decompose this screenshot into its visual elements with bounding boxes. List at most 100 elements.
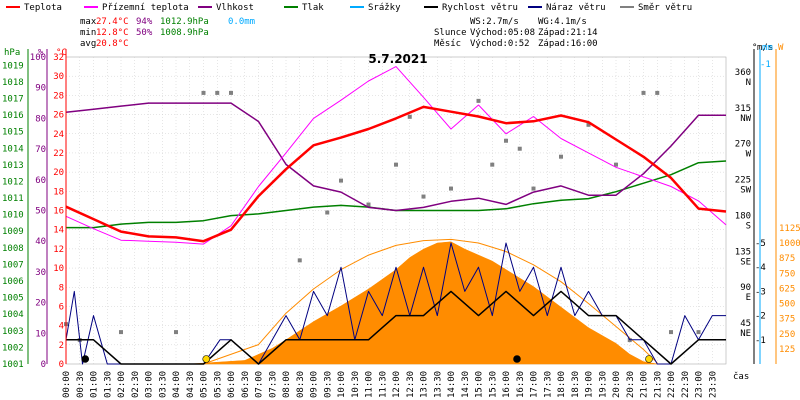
rain-unit: mm: [762, 43, 773, 53]
stats-min-label: min: [80, 28, 96, 38]
legend-label: Směr větru: [638, 3, 692, 13]
x-tick-label: 14:00: [447, 371, 457, 398]
x-tick-label: 17:00: [530, 371, 540, 398]
solar-tick-label: 250: [779, 330, 795, 340]
direction-tick-label: 360: [735, 68, 751, 78]
solar-tick-label: 1000: [779, 239, 800, 249]
x-tick-label: 21:00: [640, 371, 650, 398]
series-solar-theoretical: [203, 238, 658, 365]
x-tick-label: 04:00: [172, 371, 182, 398]
stats-min-temp: 12.8°C: [96, 28, 129, 38]
wind-direction-point: [229, 90, 233, 95]
hpa-tick-label: 1016: [2, 111, 24, 121]
direction-tick-label: E: [746, 293, 751, 303]
hpa-tick-label: 1014: [2, 144, 24, 154]
x-tick-label: 22:30: [681, 371, 691, 398]
series-humidity: [65, 102, 726, 212]
x-tick-label: 00:00: [62, 371, 72, 398]
temp-tick-label: 24: [53, 130, 64, 140]
direction-tick-label: 180: [735, 211, 751, 221]
wind-tick-label: -3: [755, 287, 766, 297]
x-tick-label: 08:30: [296, 371, 306, 398]
direction-tick-label: 45: [740, 319, 751, 329]
humidity-tick-label: 40: [35, 237, 46, 247]
x-tick-label: 09:00: [310, 371, 320, 398]
stats-avg-temp: 20.8°C: [96, 39, 129, 49]
temp-tick-label: 8: [59, 283, 64, 293]
wind-direction-point: [696, 330, 701, 335]
x-tick-label: 13:30: [433, 371, 443, 398]
hpa-tick-label: 1013: [2, 161, 24, 171]
temp-tick-label: 0: [59, 360, 64, 370]
hpa-tick-label: 1003: [2, 327, 24, 337]
wind-direction-point: [559, 154, 563, 159]
hpa-tick-label: 1007: [2, 260, 24, 270]
x-tick-label: 06:30: [241, 371, 251, 398]
x-tick-label: 07:00: [255, 371, 265, 398]
stats-avg-label: avg: [80, 39, 96, 49]
legend-label: Srážky: [368, 3, 401, 13]
hpa-tick-label: 1015: [2, 128, 24, 138]
series-wind-speed: [66, 290, 726, 365]
wind-direction-point: [325, 210, 330, 215]
hpa-tick-label: 1017: [2, 94, 24, 104]
x-tick-label: 18:00: [557, 371, 567, 398]
humidity-tick-label: 100: [30, 53, 46, 63]
x-tick-label: 20:30: [626, 371, 636, 398]
hpa-tick-label: 1002: [2, 343, 24, 353]
legend-label: Teplota: [24, 3, 62, 13]
series-ground-temperature: [65, 66, 727, 245]
x-tick-label: 11:00: [365, 371, 375, 398]
rain-marker: [513, 355, 521, 363]
temp-tick-label: 2: [59, 341, 64, 351]
direction-tick-label: N: [746, 78, 751, 88]
x-tick-label: 10:00: [337, 371, 347, 398]
rain-tick-label: -1: [760, 60, 771, 70]
stats-min-pressure: 1008.9hPa: [160, 28, 209, 38]
x-tick-label: 05:00: [200, 371, 210, 398]
info-wind-gust: WG:4.1m/s: [538, 17, 587, 27]
wind-direction-point: [517, 146, 522, 151]
x-tick-label: 06:00: [227, 371, 237, 398]
legend-label: Vlhkost: [216, 3, 254, 13]
solar-tick-label: 125: [779, 345, 795, 355]
temp-tick-label: 4: [59, 322, 64, 332]
stats-max-pressure: 1012.9hPa: [160, 17, 209, 27]
x-tick-label: 12:30: [406, 371, 416, 398]
hpa-tick-label: 1008: [2, 244, 24, 254]
info-sun-rise: Východ:05:08: [470, 28, 535, 38]
legend-label: Tlak: [302, 3, 324, 13]
wind-direction-point: [641, 90, 646, 95]
wind-direction-point: [655, 90, 660, 95]
rain-marker: [202, 355, 211, 363]
legend-label: Rychlost větru: [442, 3, 518, 13]
x-tick-label: 03:00: [145, 371, 155, 398]
x-tick-label: 16:30: [516, 371, 526, 398]
humidity-tick-label: 0: [41, 360, 46, 370]
legend-label: Náraz větru: [546, 3, 606, 13]
wind-direction-point: [407, 114, 412, 119]
humidity-tick-label: 90: [35, 84, 46, 94]
humidity-tick-label: 80: [35, 114, 46, 124]
hpa-tick-label: 1018: [2, 78, 24, 88]
wind-direction-point: [476, 98, 481, 103]
humidity-tick-label: 30: [35, 268, 46, 278]
x-tick-label: 05:30: [213, 371, 223, 398]
x-tick-label: 13:00: [420, 371, 430, 398]
x-tick-label: 02:30: [131, 371, 141, 398]
direction-tick-label: 315: [735, 104, 751, 114]
x-tick-label: 23:30: [708, 371, 718, 398]
rain-marker: [645, 355, 653, 363]
x-tick-label: 23:00: [695, 371, 705, 398]
info-wind-speed: WS:2.7m/s: [470, 17, 519, 27]
x-tick-label: 19:00: [585, 371, 595, 398]
x-tick-label: 19:30: [598, 371, 608, 398]
x-tick-label: 02:00: [117, 371, 127, 398]
hpa-tick-label: 1009: [2, 227, 24, 237]
info-sun-set: Západ:21:14: [538, 28, 598, 38]
info-moon-label: Měsíc: [434, 39, 461, 49]
temp-tick-label: 14: [53, 226, 64, 236]
humidity-tick-label: 70: [35, 145, 46, 155]
wind-direction-point: [215, 90, 220, 95]
rain-marker: [81, 355, 90, 363]
